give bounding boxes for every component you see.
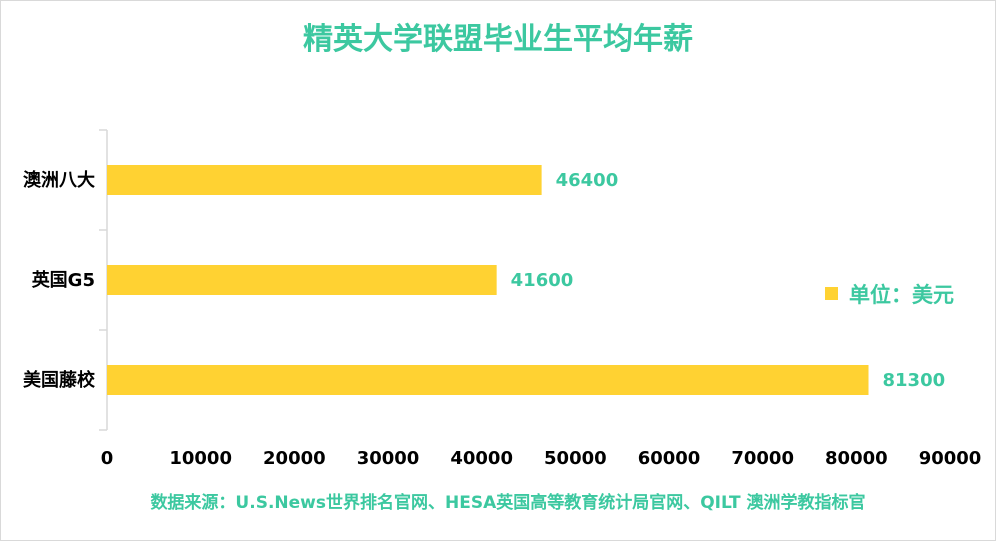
x-tick-label: 0 — [101, 448, 114, 469]
bar — [107, 365, 869, 395]
legend-label: 单位：美元 — [849, 283, 954, 307]
x-tick-label: 50000 — [544, 448, 607, 469]
category-label: 澳洲八大 — [23, 169, 95, 191]
x-tick-label: 60000 — [638, 448, 701, 469]
x-tick-label: 30000 — [357, 448, 420, 469]
x-tick-label: 90000 — [919, 448, 982, 469]
bar — [107, 265, 497, 295]
chart-title: 精英大学联盟毕业生平均年薪 — [303, 22, 693, 57]
x-tick-label: 20000 — [263, 448, 326, 469]
data-label: 81300 — [883, 370, 946, 391]
bar — [107, 165, 542, 195]
x-tick-label: 80000 — [825, 448, 888, 469]
x-tick-label: 10000 — [169, 448, 232, 469]
plot-area: 澳洲八大 46400 英国G5 41600 美国藤校 81300 0 10000 20000 30… — [23, 129, 982, 469]
source-note: 数据来源：U.S.News世界排名官网、HESA英国高等教育统计局官网、QILT… — [150, 492, 865, 513]
category-label: 英国G5 — [31, 269, 95, 291]
category-label: 美国藤校 — [23, 369, 96, 391]
x-tick-label: 40000 — [450, 448, 513, 469]
x-tick-label: 70000 — [731, 448, 794, 469]
data-label: 41600 — [511, 270, 574, 291]
legend-swatch — [825, 287, 838, 300]
data-label: 46400 — [556, 170, 619, 191]
legend: 单位：美元 — [825, 283, 954, 307]
